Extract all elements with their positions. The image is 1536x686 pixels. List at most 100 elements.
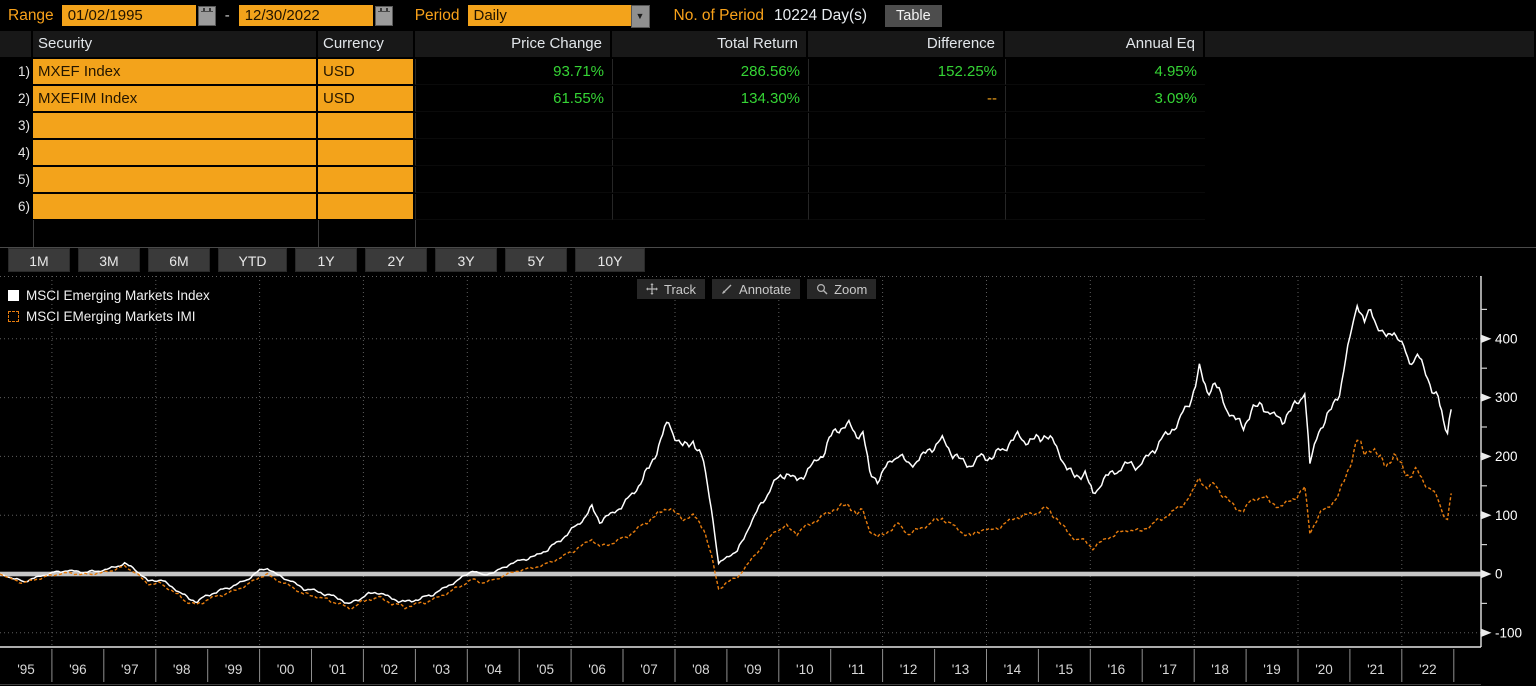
header-price-change: Price Change: [415, 31, 612, 59]
range-start-input[interactable]: 01/02/1995: [61, 5, 196, 26]
svg-text:-100: -100: [1495, 625, 1522, 640]
track-button[interactable]: Track: [637, 279, 706, 299]
table-button[interactable]: Table: [885, 4, 942, 27]
chart-legend: MSCI Emerging Markets Index MSCI EMergin…: [8, 285, 210, 327]
currency-input[interactable]: [318, 167, 415, 194]
series-swatch-solid-icon: [8, 290, 19, 301]
range-shortcut-bar: 1M 3M 6M YTD 1Y 2Y 3Y 5Y 10Y: [8, 248, 653, 272]
row-number: 5): [0, 167, 33, 194]
svg-text:'12: '12: [900, 662, 918, 677]
divider: [318, 220, 319, 247]
currency-input[interactable]: USD: [318, 86, 415, 113]
price-change-value: 93.71%: [415, 59, 612, 85]
range-button-3m[interactable]: 3M: [78, 248, 140, 272]
range-separator: -: [224, 7, 230, 24]
range-button-ytd[interactable]: YTD: [218, 248, 287, 272]
svg-text:200: 200: [1495, 449, 1518, 464]
svg-text:'19: '19: [1263, 662, 1281, 677]
svg-text:'99: '99: [225, 662, 243, 677]
range-label: Range: [8, 6, 54, 24]
num-period-label: No. of Period: [673, 6, 764, 24]
range-button-2y[interactable]: 2Y: [365, 248, 427, 272]
series-swatch-dashed-icon: [8, 311, 19, 322]
chevron-down-icon[interactable]: ▼: [630, 5, 650, 28]
svg-text:'96: '96: [69, 662, 87, 677]
legend-item-msci-em-index[interactable]: MSCI Emerging Markets Index: [8, 285, 210, 306]
header-annual-eq: Annual Eq: [1005, 31, 1205, 59]
svg-text:'20: '20: [1315, 662, 1333, 677]
top-toolbar: Range 01/02/1995 - 12/30/2022 Period Dai…: [0, 0, 1536, 31]
num-period-value: 10224 Day(s): [773, 6, 868, 24]
svg-text:'13: '13: [952, 662, 970, 677]
currency-input[interactable]: [318, 194, 415, 221]
currency-input[interactable]: USD: [318, 59, 415, 86]
currency-input[interactable]: [318, 113, 415, 140]
annotate-icon: [722, 284, 732, 294]
svg-text:'06: '06: [588, 662, 606, 677]
svg-text:'03: '03: [433, 662, 451, 677]
range-button-1m[interactable]: 1M: [8, 248, 70, 272]
svg-text:'01: '01: [329, 662, 347, 677]
range-end-input[interactable]: 12/30/2022: [238, 5, 373, 26]
zoom-label: Zoom: [834, 281, 868, 297]
calendar-icon[interactable]: [197, 5, 216, 26]
range-button-3y[interactable]: 3Y: [435, 248, 497, 272]
svg-text:'11: '11: [848, 662, 865, 677]
row-spacer: [1205, 59, 1536, 86]
row-spacer: [1205, 86, 1536, 113]
svg-text:'14: '14: [1004, 662, 1022, 677]
row-number: 2): [0, 86, 33, 113]
difference-value: --: [808, 86, 1005, 112]
period-select[interactable]: Daily ▼: [467, 5, 650, 28]
zoom-button[interactable]: Zoom: [807, 279, 877, 299]
row-number: 3): [0, 113, 33, 140]
svg-text:'00: '00: [277, 662, 295, 677]
zoom-icon: [817, 283, 828, 295]
period-value: Daily: [473, 7, 507, 24]
price-chart-area: -100 0 100 200 300 400 '95 '96 '97 '98 '99 '00 '01 '0…: [0, 276, 1536, 686]
security-input[interactable]: MXEFIM Index: [33, 86, 318, 113]
difference-value: 152.25%: [808, 59, 1005, 85]
total-return-value: 134.30%: [612, 86, 808, 112]
header-security: Security: [33, 31, 318, 59]
divider: [33, 220, 34, 247]
row-spacer: [1205, 194, 1536, 221]
price-change-value: 61.55%: [415, 86, 612, 112]
header-row-number: [0, 31, 33, 59]
annotate-button[interactable]: Annotate: [712, 279, 801, 299]
svg-text:'21: '21: [1367, 662, 1385, 677]
range-button-10y[interactable]: 10Y: [575, 248, 645, 272]
header-difference: Difference: [808, 31, 1005, 59]
svg-text:'04: '04: [484, 662, 502, 677]
header-total-return: Total Return: [612, 31, 808, 59]
total-return-value: 286.56%: [612, 59, 808, 85]
svg-text:'15: '15: [1056, 662, 1074, 677]
security-input[interactable]: MXEF Index: [33, 59, 318, 86]
svg-text:'10: '10: [796, 662, 814, 677]
security-input[interactable]: [33, 167, 318, 194]
svg-text:'17: '17: [1159, 662, 1177, 677]
row-spacer: [1205, 167, 1536, 194]
svg-text:'16: '16: [1108, 662, 1126, 677]
price-chart[interactable]: -100 0 100 200 300 400 '95 '96 '97 '98 '99 '00 '01 '0…: [0, 276, 1536, 686]
svg-text:'07: '07: [640, 662, 658, 677]
svg-text:400: 400: [1495, 331, 1518, 346]
row-number: 1): [0, 59, 33, 86]
svg-text:100: 100: [1495, 508, 1518, 523]
svg-text:'02: '02: [381, 662, 399, 677]
security-input[interactable]: [33, 113, 318, 140]
currency-input[interactable]: [318, 140, 415, 167]
svg-text:'97: '97: [121, 662, 139, 677]
security-input[interactable]: [33, 194, 318, 221]
legend-label: MSCI EMerging Markets IMI: [26, 309, 196, 324]
calendar-icon[interactable]: [374, 5, 393, 26]
range-button-6m[interactable]: 6M: [148, 248, 210, 272]
range-button-5y[interactable]: 5Y: [505, 248, 567, 272]
svg-text:'22: '22: [1419, 662, 1437, 677]
row-number: 4): [0, 140, 33, 167]
svg-text:'08: '08: [692, 662, 710, 677]
svg-text:300: 300: [1495, 390, 1518, 405]
legend-item-msci-em-imi[interactable]: MSCI EMerging Markets IMI: [8, 306, 210, 327]
range-button-1y[interactable]: 1Y: [295, 248, 357, 272]
security-input[interactable]: [33, 140, 318, 167]
